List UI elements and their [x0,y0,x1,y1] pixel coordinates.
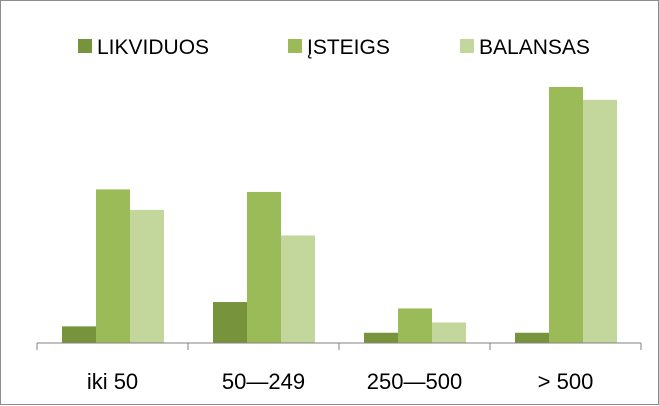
bar-balansas-3 [432,322,466,343]
bar-balansas-1 [130,209,164,343]
legend-swatch-likviduos [78,39,92,53]
bar-įsteigs-1 [96,189,130,343]
legend-label-įsteigs: ĮSTEIGS [307,36,390,59]
legend-label-balansas: BALANSAS [479,36,590,59]
x-tick-label: 250—500 [367,369,462,394]
bar-balansas-4 [583,99,617,343]
legend-label-likviduos: LIKVIDUOS [97,36,209,59]
x-tick-label: iki 50 [87,369,138,394]
legend-swatch-balansas [460,39,474,53]
x-tick-label: > 500 [538,369,594,394]
bar-balansas-2 [281,235,315,343]
bar-likviduos-3 [364,332,398,343]
bar-likviduos-4 [515,332,549,343]
bar-įsteigs-3 [398,308,432,343]
bar-įsteigs-2 [247,191,281,343]
bar-įsteigs-4 [549,87,583,343]
bar-likviduos-2 [213,302,247,343]
legend-swatch-įsteigs [288,39,302,53]
bar-likviduos-1 [62,326,96,343]
x-tick-label: 50—249 [222,369,305,394]
